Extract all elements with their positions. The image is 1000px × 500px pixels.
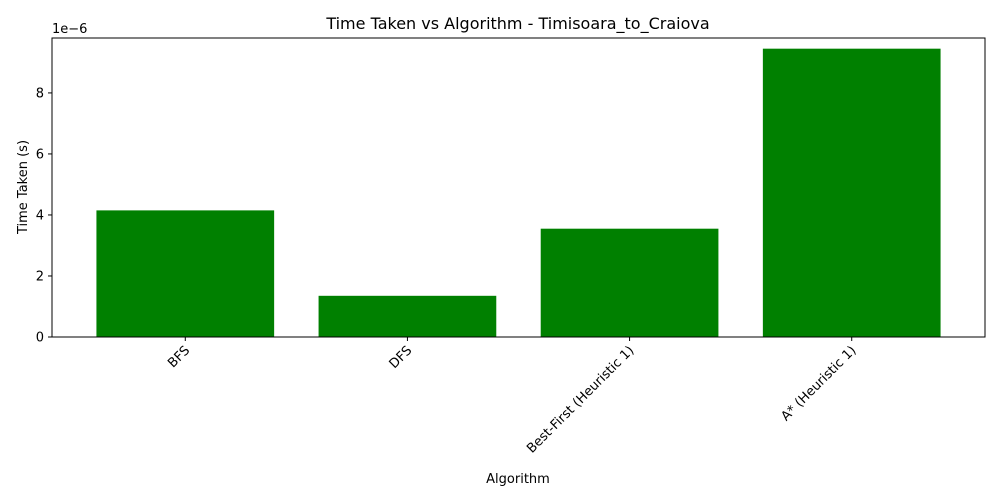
- y-tick-label-0: 0: [36, 331, 44, 346]
- y-ticks-group: 0 2 4 6 8: [36, 86, 52, 346]
- y-scale-offset-label: 1e−6: [52, 22, 87, 37]
- y-tick-label-1: 2: [36, 269, 44, 284]
- y-tick-label-2: 4: [36, 208, 44, 223]
- bar-0: [96, 210, 275, 337]
- y-axis-label: Time Taken (s): [16, 140, 31, 235]
- plot-frame: [51, 37, 986, 338]
- chart-title: Time Taken vs Algorithm - Timisoara_to_C…: [325, 14, 709, 34]
- bar-3: [762, 48, 941, 338]
- x-axis-label: Algorithm: [486, 472, 550, 487]
- bar-1: [318, 295, 497, 337]
- y-tick-label-3: 6: [36, 147, 44, 162]
- bar-2: [540, 228, 719, 337]
- y-tick-label-4: 8: [36, 86, 44, 101]
- bars-group: [96, 48, 941, 338]
